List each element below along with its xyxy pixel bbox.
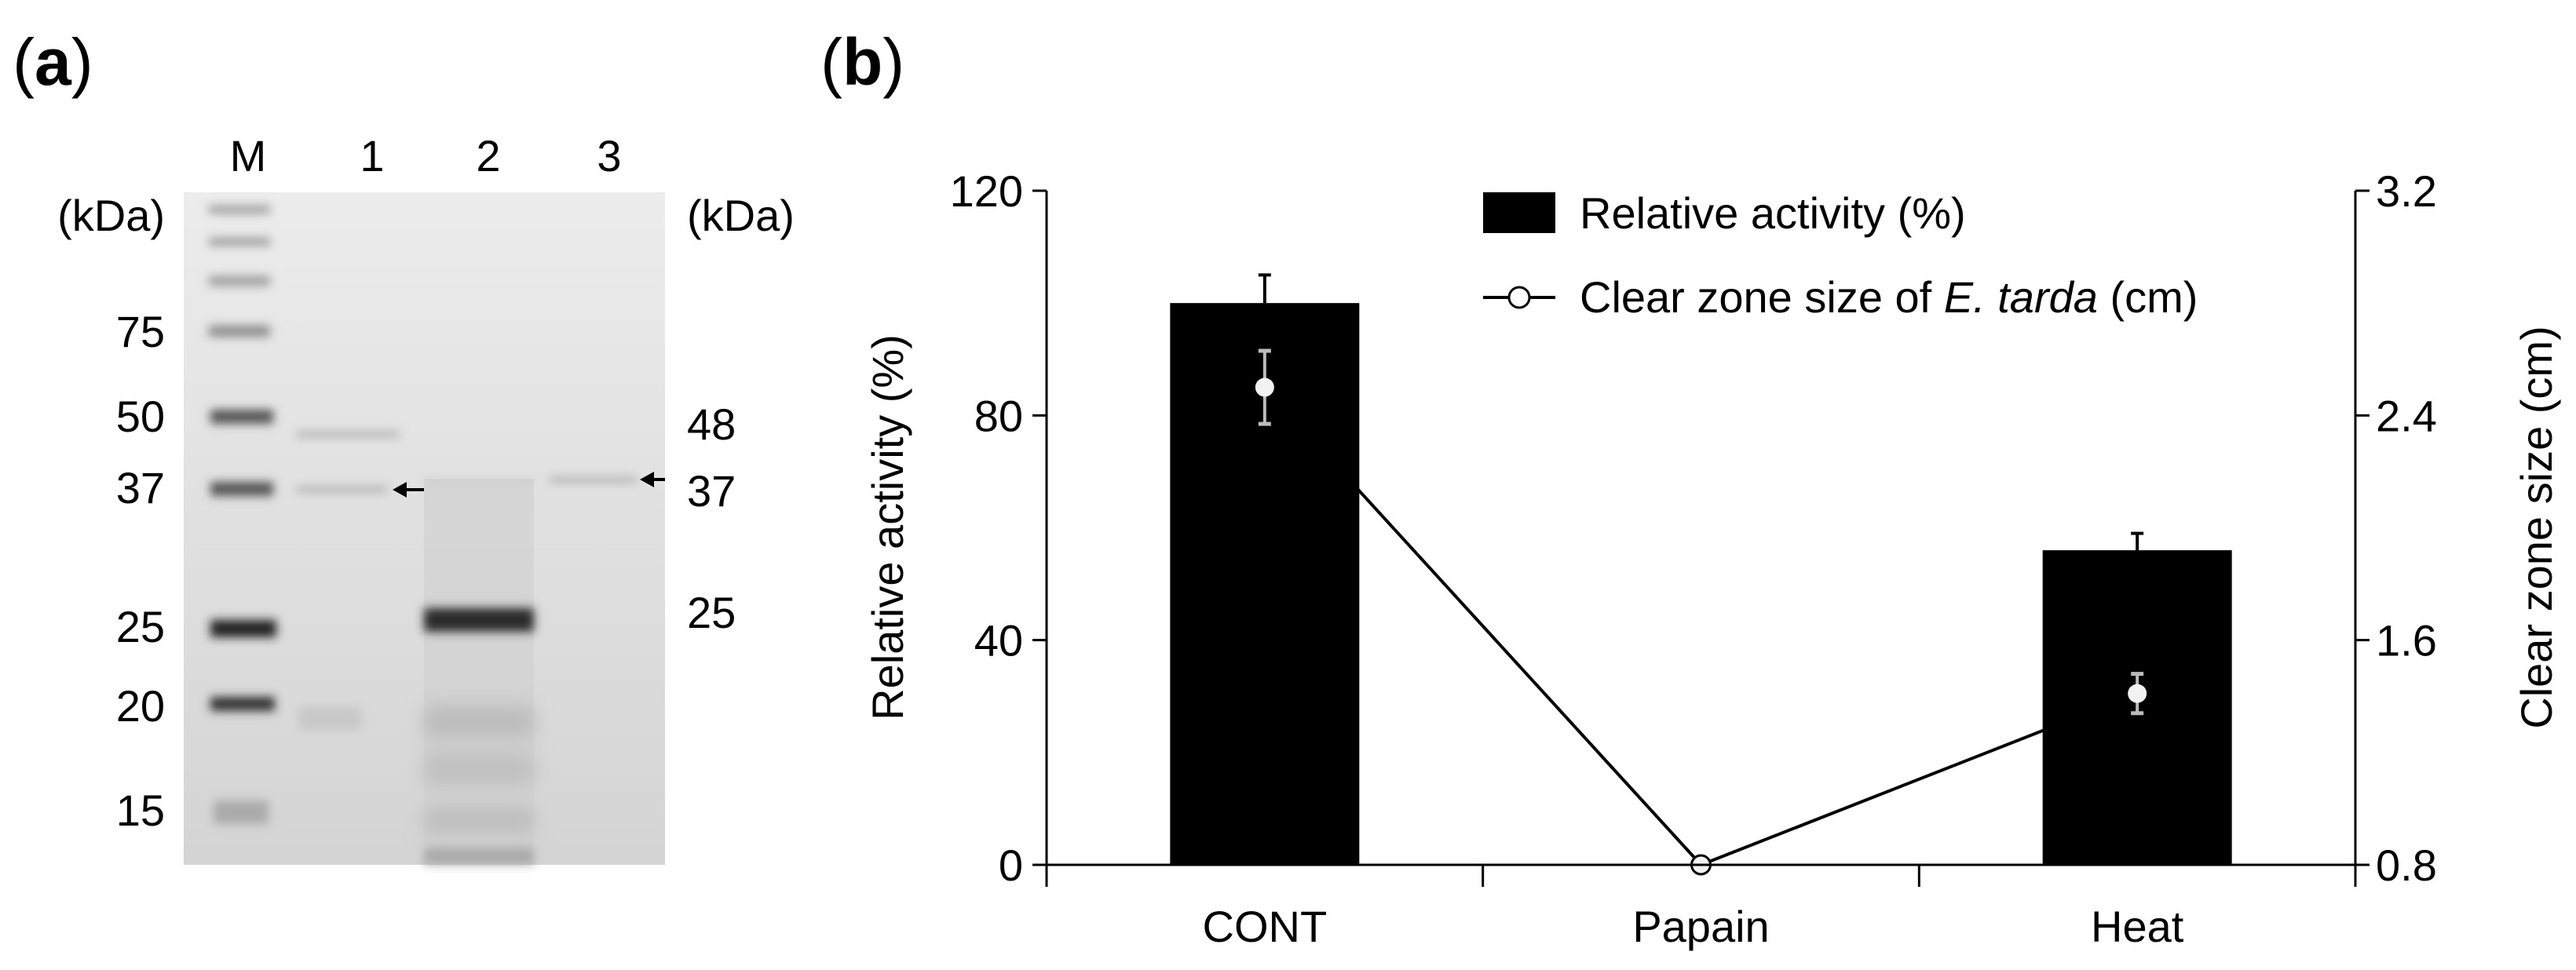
x-tick-label: Papain xyxy=(1632,902,1769,951)
lane-3-bands xyxy=(550,477,636,483)
marker-label-15: 15 xyxy=(116,786,165,835)
lane-2-bands xyxy=(424,479,534,865)
y-tick-label: 40 xyxy=(974,616,1023,666)
legend-bar-label: Relative activity (%) xyxy=(1580,188,1966,238)
marker-label-20: 20 xyxy=(116,681,165,731)
y-tick-label: 80 xyxy=(974,391,1023,440)
x-tick-label: Heat xyxy=(2091,902,2184,951)
y2-axis-label: Clear zone size (cm) xyxy=(2512,326,2561,728)
y-tick-label: 0 xyxy=(999,841,1023,890)
panel-b-label: (b) xyxy=(820,25,904,99)
y2-tick-label: 3.2 xyxy=(2376,166,2437,216)
panel-a-label: (a) xyxy=(13,25,93,99)
clear-zone-line xyxy=(1263,386,2138,867)
marker-lane-bands xyxy=(209,206,276,824)
arrow-left-icon xyxy=(640,472,665,487)
right-label-37: 37 xyxy=(687,466,736,516)
marker-label-50: 50 xyxy=(116,392,165,441)
clear-zone-point-cont xyxy=(1255,377,1274,397)
arrow-left-icon xyxy=(393,482,424,498)
lane-label-3: 3 xyxy=(597,131,621,181)
y2-tick-label: 1.6 xyxy=(2376,616,2437,666)
lane-1-bands xyxy=(297,432,399,730)
gel-image xyxy=(184,192,665,865)
marker-label-25: 25 xyxy=(116,602,165,651)
lane-label-2: 2 xyxy=(476,131,500,181)
left-unit-label: (kDa) xyxy=(57,191,165,240)
lane-label-M: M xyxy=(230,131,267,181)
y-axis-label: Relative activity (%) xyxy=(863,334,912,720)
chart-b: Relative activity (%) Clear zone size (c… xyxy=(863,166,2561,951)
marker-label-75: 75 xyxy=(116,307,165,356)
right-label-25: 25 xyxy=(687,588,736,637)
right-label-48: 48 xyxy=(687,399,736,449)
y2-tick-label: 2.4 xyxy=(2376,391,2437,440)
y-tick-label: 120 xyxy=(950,166,1023,216)
legend-line-label: Clear zone size of E. tarda (cm) xyxy=(1580,272,2198,322)
marker-label-37: 37 xyxy=(116,463,165,512)
right-unit-label: (kDa) xyxy=(687,191,795,240)
legend-circle-marker xyxy=(1507,286,1531,309)
clear-zone-point-heat xyxy=(2128,684,2147,703)
legend-bar-swatch xyxy=(1483,192,1555,233)
x-tick-label: CONT xyxy=(1203,902,1328,951)
y2-tick-label: 0.8 xyxy=(2376,841,2437,890)
lane-label-1: 1 xyxy=(360,131,384,181)
